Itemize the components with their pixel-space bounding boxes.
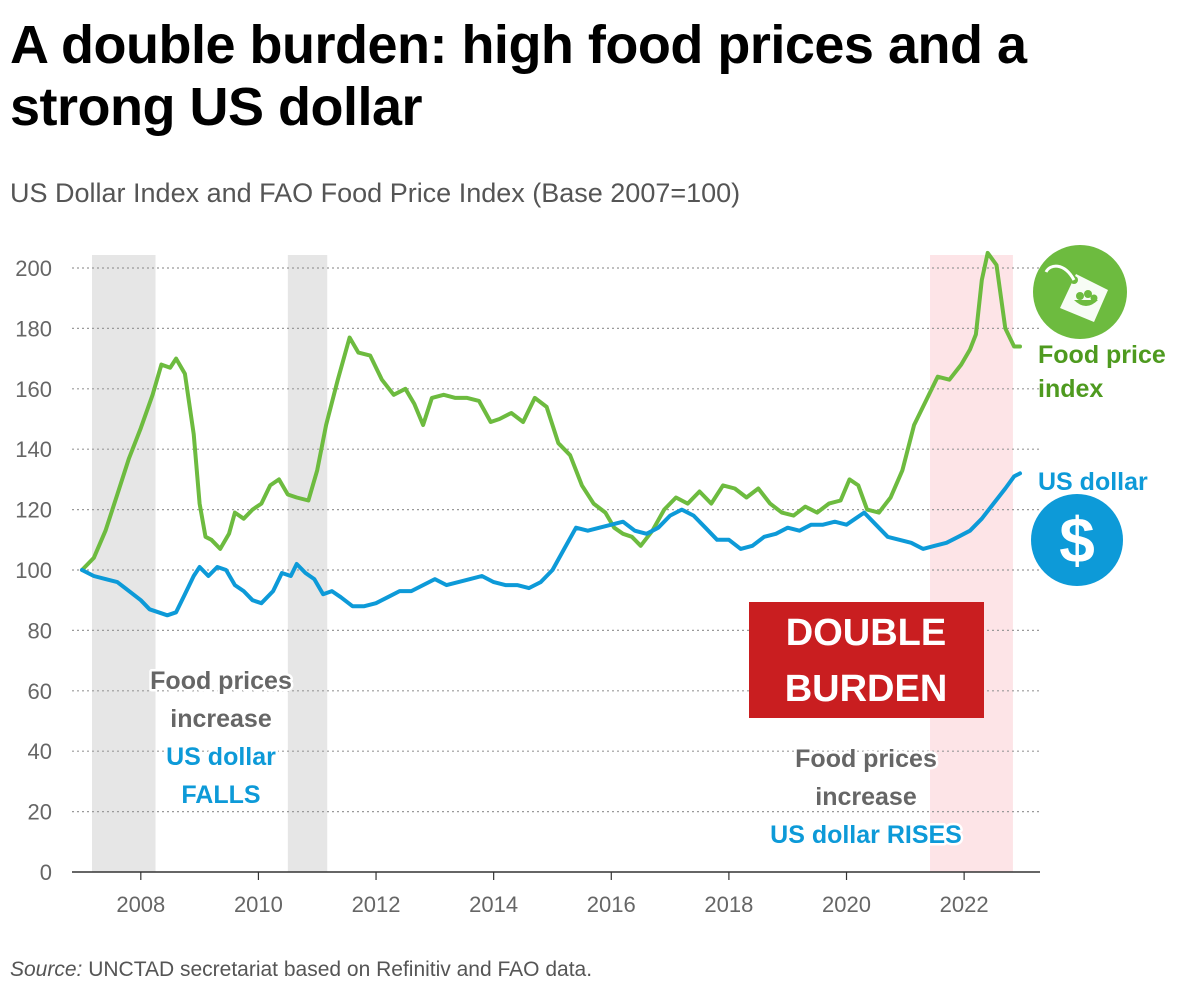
food-price-series-line: [80, 250, 1022, 572]
dollar-sign: $: [1059, 504, 1095, 576]
series-lines: [80, 250, 1022, 618]
left-annotation-line: FALLS: [181, 781, 260, 809]
x-tick-label: 2016: [587, 892, 636, 917]
us-dollar-label: US dollar: [1038, 468, 1148, 496]
left-annotation-line: increase: [170, 705, 272, 733]
y-axis: 0 20 40 60 80 100 120 140 160 180 200: [15, 256, 52, 885]
dollar-icon-circle: [1031, 494, 1123, 586]
y-tick-label: 100: [15, 558, 52, 583]
left-annotation-line: Food prices: [150, 667, 292, 695]
source-text: UNCTAD secretariat based on Refinitiv an…: [82, 958, 593, 981]
grain: [1076, 292, 1084, 300]
us-dollar-series-line: [80, 471, 1022, 618]
source-label: Source:: [10, 958, 83, 981]
double-burden-label: BURDEN: [785, 668, 948, 710]
x-tick-label: 2010: [234, 892, 283, 917]
y-tick-label: 20: [28, 800, 52, 825]
right-annotation-line: US dollar RISES: [770, 821, 962, 849]
chart-title: A double burden: high food prices and a …: [10, 15, 1027, 137]
grain: [1090, 294, 1098, 302]
icons: $: [1031, 245, 1127, 586]
food-price-label: Food price: [1038, 341, 1166, 369]
right-annotation-line: increase: [815, 783, 917, 811]
y-tick-label: 80: [28, 618, 52, 643]
dollar-coin-icon: $: [1031, 494, 1123, 586]
y-tick-label: 160: [15, 377, 52, 402]
x-axis: 2008 2010 2012 2014 2016 2018 2020 2022: [72, 871, 1040, 917]
double-burden-box: [749, 602, 984, 718]
x-tick-label: 2020: [822, 892, 871, 917]
chart-subtitle: US Dollar Index and FAO Food Price Index…: [10, 178, 741, 208]
food-price-tag-icon: [1033, 245, 1127, 339]
y-tick-label: 120: [15, 498, 52, 523]
shaded-period-gray: [287, 255, 328, 872]
y-tick-label: 0: [40, 860, 52, 885]
source-note: Source: UNCTAD secretariat based on Refi…: [10, 958, 592, 982]
x-tick-label: 2014: [469, 892, 518, 917]
x-tick-label: 2018: [704, 892, 753, 917]
price-tag-shape: [1060, 274, 1108, 322]
x-tick-label: 2012: [352, 892, 401, 917]
double-burden-label: DOUBLE: [786, 612, 946, 654]
grain: [1084, 290, 1092, 298]
right-annotation-line: Food prices: [795, 745, 937, 773]
y-tick-label: 60: [28, 679, 52, 704]
x-tick-label: 2008: [116, 892, 165, 917]
y-tick-label: 40: [28, 739, 52, 764]
price-tag-string: [1044, 264, 1076, 281]
x-tick-label: 2022: [940, 892, 989, 917]
y-tick-label: 200: [15, 256, 52, 281]
food-price-label: index: [1038, 375, 1103, 403]
shaded-period-pink: [930, 255, 1013, 872]
shaded-periods: [91, 255, 1013, 872]
left-annotation-line: US dollar: [166, 743, 276, 771]
y-tick-label: 180: [15, 316, 52, 341]
shaded-period-gray: [91, 255, 156, 872]
bowl-shape: [1074, 300, 1098, 306]
y-tick-label: 140: [15, 437, 52, 462]
annotations: Food price index US dollar Food prices incre…: [148, 341, 1166, 852]
